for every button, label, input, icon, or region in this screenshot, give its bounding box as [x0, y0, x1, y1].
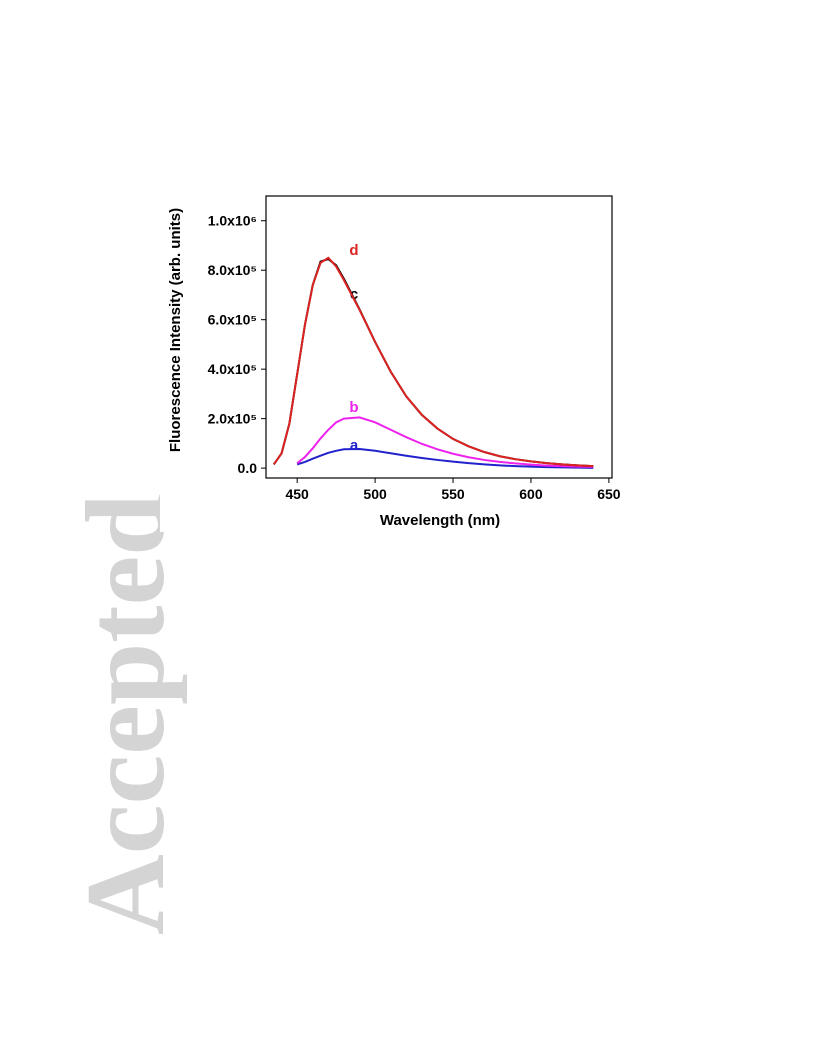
watermark: Accepted: [64, 493, 188, 935]
y-tick-label: 6.0x10⁵: [208, 312, 257, 328]
x-tick-label: 550: [441, 486, 465, 502]
series-line: [296, 416, 594, 468]
x-axis-title: Wavelength (nm): [380, 512, 500, 529]
y-tick-label: 0.0: [238, 460, 258, 476]
y-tick-label: 4.0x10⁵: [208, 361, 257, 377]
x-tick-label: 450: [285, 486, 309, 502]
x-tick-label: 650: [597, 486, 621, 502]
y-tick-label: 1.0x10⁶: [208, 213, 257, 229]
series-line: [272, 256, 594, 468]
chart-panel: [160, 150, 656, 532]
series-label: b: [349, 399, 358, 416]
series-line: [296, 448, 594, 469]
x-tick-label: 600: [519, 486, 543, 502]
series-label: d: [349, 242, 358, 259]
series-label: c: [350, 286, 358, 303]
y-tick-label: 2.0x10⁵: [208, 411, 257, 427]
y-tick-label: 8.0x10⁵: [208, 262, 257, 278]
y-axis-title: Fluorescence Intensity (arb. units): [167, 208, 184, 452]
x-tick-label: 500: [363, 486, 387, 502]
series-label: a: [350, 437, 359, 454]
plot-frame: [265, 195, 613, 479]
